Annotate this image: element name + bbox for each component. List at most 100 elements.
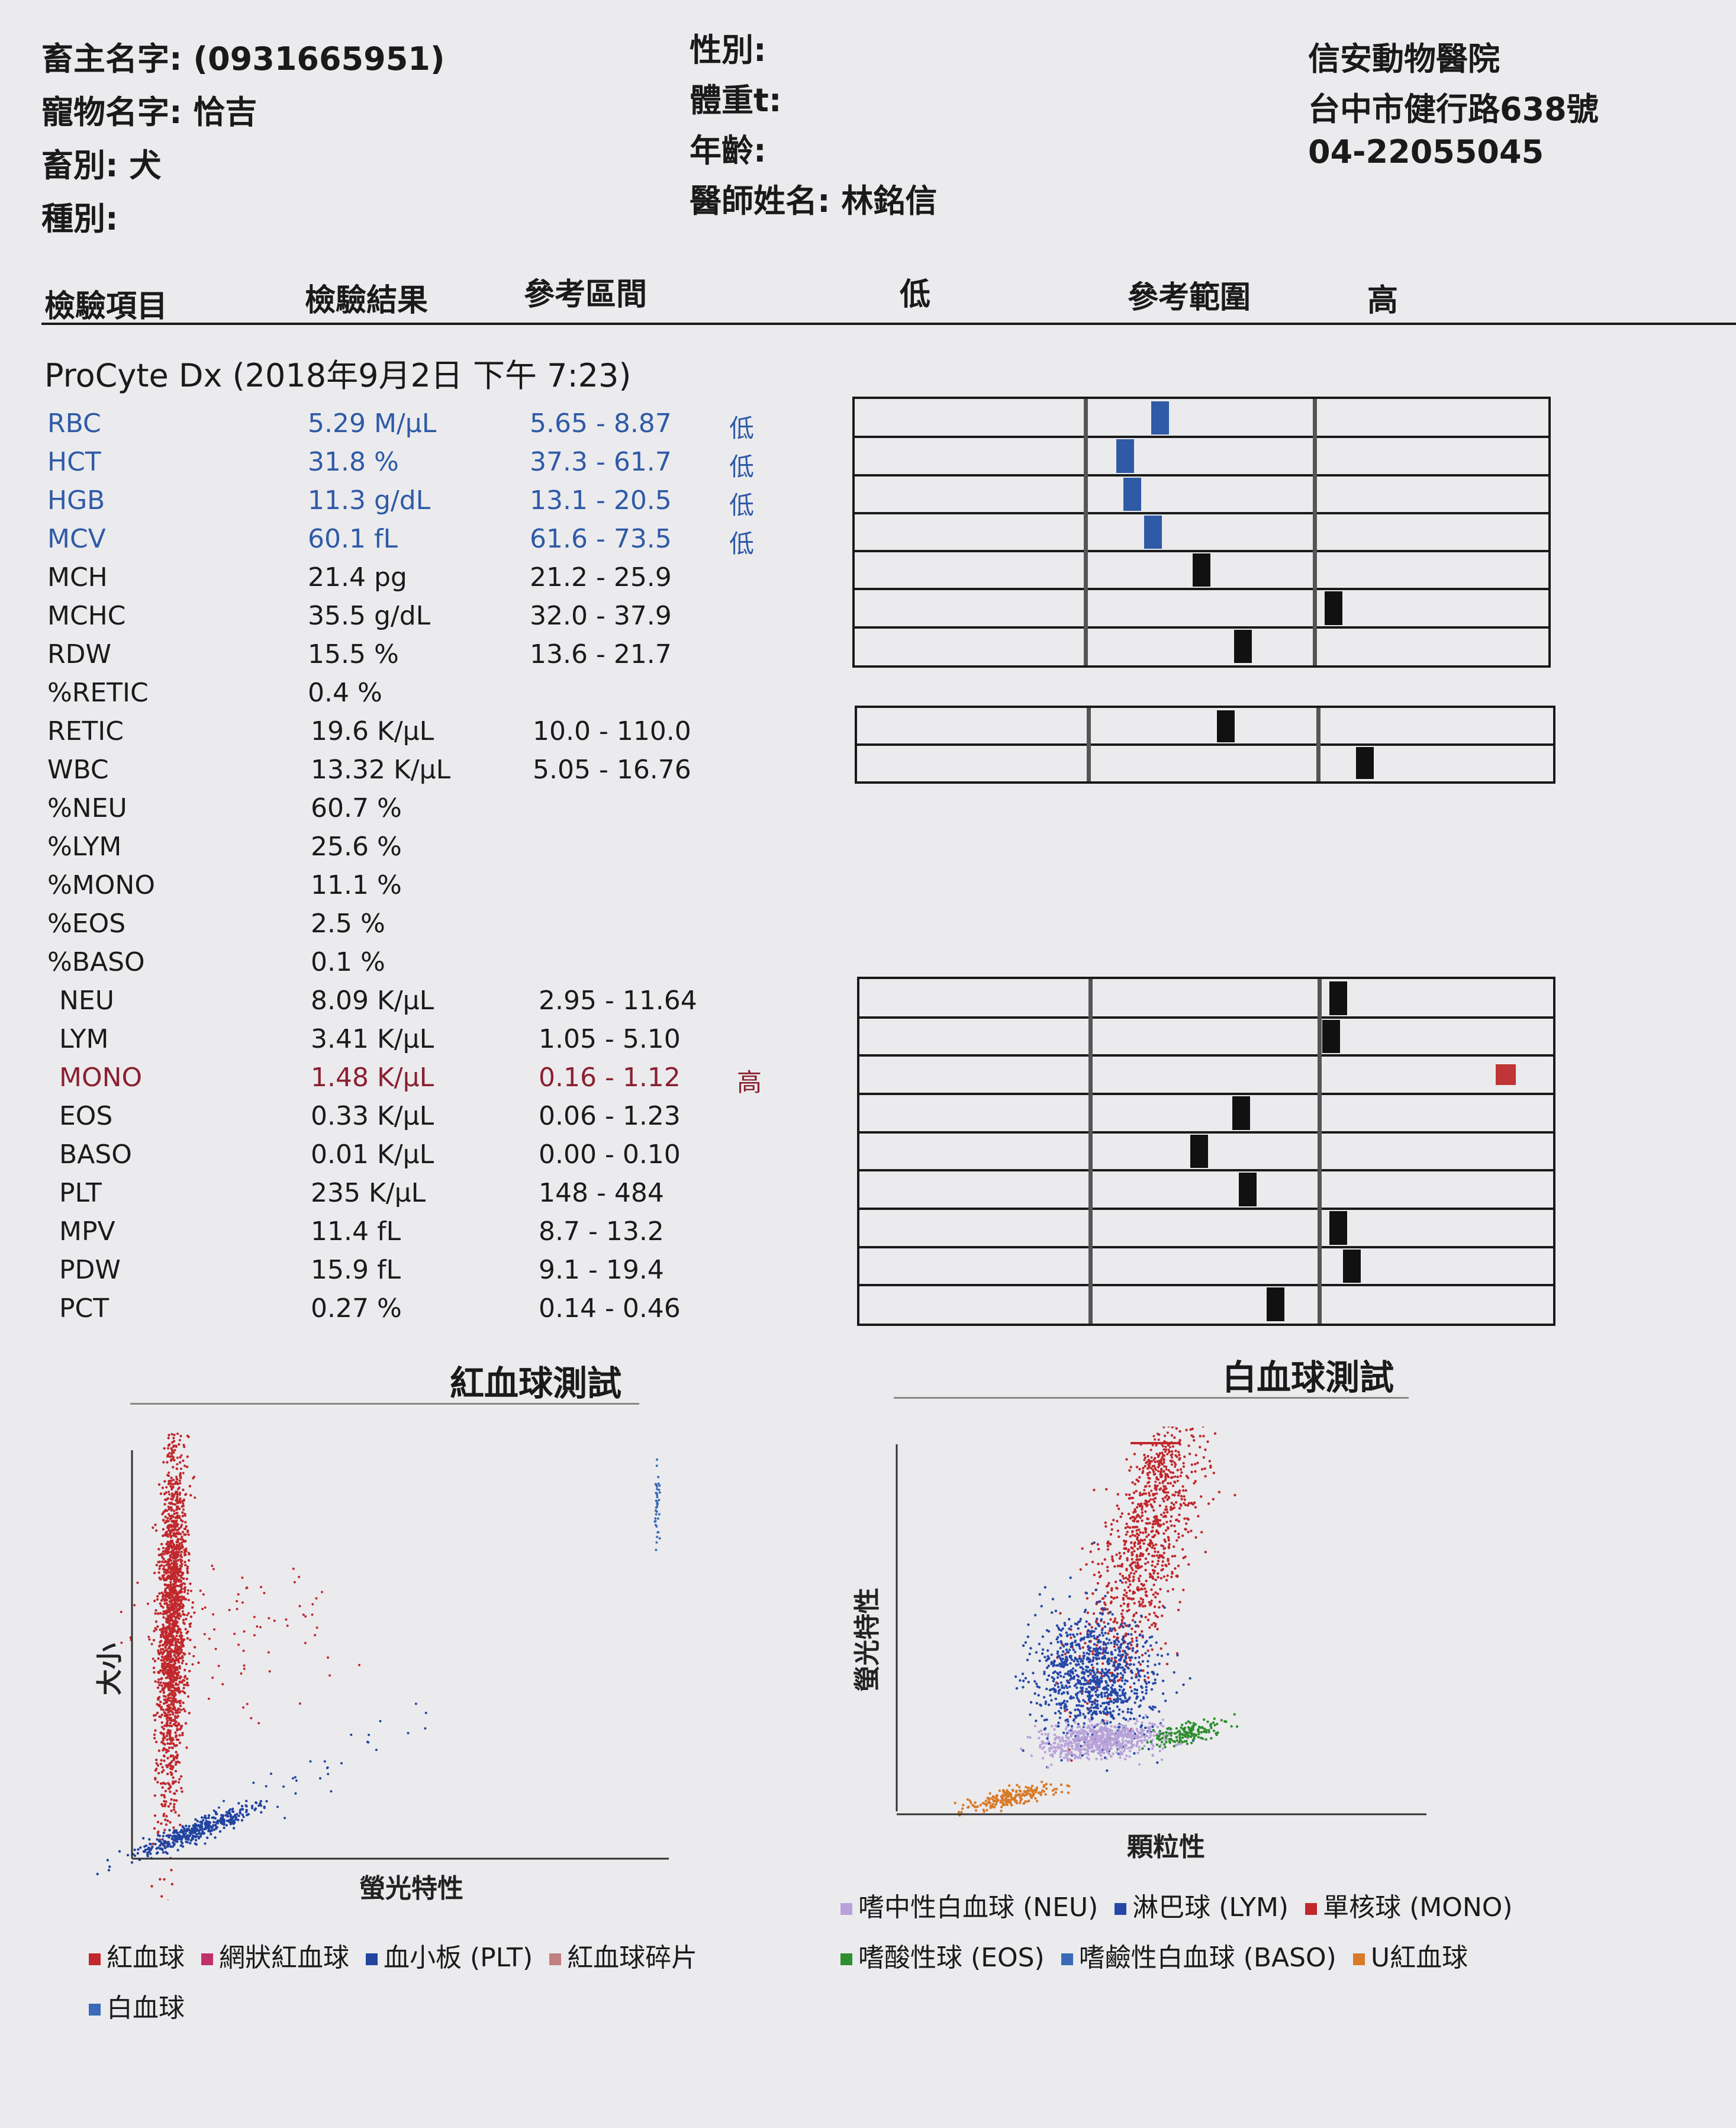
pet-name-label: 寵物名字: (41, 94, 182, 131)
owner-name-label: 畜主名字: (41, 40, 182, 78)
rbc-legend: 紅血球 網狀紅血球 血小板 (PLT) 紅血球碎片白血球 (89, 1933, 799, 2033)
vet-line: 醫師姓名: 林銘信 (690, 175, 937, 221)
legend-label: 嗜鹼性白血球 (BASO) (1078, 1943, 1336, 1973)
legend-label: 網狀紅血球 (219, 1943, 349, 1973)
range-marker-baso (1190, 1134, 1209, 1168)
wbc-ylabel: 螢光特性 (852, 1588, 883, 1692)
result-flag: 低 (729, 452, 755, 481)
breed-line: 種別: (41, 192, 118, 239)
range-marker-retic (1217, 710, 1235, 742)
range-marker-plt (1239, 1173, 1257, 1206)
result-name: BASO (59, 1139, 132, 1170)
sex-label: 性別: (690, 31, 766, 69)
result-range: 21.2 - 25.9 (530, 562, 672, 593)
range-row-divider (859, 1093, 1553, 1095)
col-result: 檢驗結果 (305, 283, 429, 318)
range-marker-neu (1329, 981, 1347, 1015)
range-marker-lym (1322, 1019, 1340, 1054)
range-box-rbc-indices (852, 397, 1551, 668)
plt-cluster-dots (96, 1799, 268, 1876)
legend-item: 血小板 (PLT) (366, 1933, 533, 1983)
legend-item: 網狀紅血球 (201, 1933, 349, 1983)
wbc-legend: 嗜中性白血球 (NEU) 淋巴球 (LYM) 單核球 (MONO) 嗜酸性球 (EOS… (840, 1882, 1551, 1983)
result-value: 60.7 % (311, 793, 402, 823)
result-range: 8.7 - 13.2 (539, 1216, 664, 1247)
result-value: 0.01 K/µL (311, 1139, 434, 1170)
age-label: 年齡: (690, 132, 766, 169)
result-name: WBC (47, 755, 109, 785)
result-range: 0.14 - 0.46 (539, 1293, 681, 1324)
result-value: 60.1 fL (308, 524, 398, 554)
range-bound-line (1083, 399, 1088, 665)
result-name: HGB (47, 485, 105, 516)
wbc-chart-title: 白血球測試 (1222, 1357, 1394, 1398)
col-ref: 參考範圍 (1128, 280, 1251, 316)
legend-label: 白血球 (107, 1993, 185, 2023)
range-row-divider (855, 474, 1548, 477)
range-row-divider (859, 1245, 1553, 1248)
vet-label: 醫師姓名: (690, 182, 830, 220)
legend-label: U紅血球 (1370, 1943, 1468, 1973)
result-name: %BASO (47, 947, 145, 977)
legend-label: 紅血球 (107, 1943, 185, 1973)
result-name: %LYM (47, 832, 122, 862)
legend-swatch (201, 1953, 213, 1965)
result-value: 5.29 M/µL (308, 408, 437, 439)
range-marker-pdw (1343, 1249, 1361, 1283)
result-value: 13.32 K/µL (311, 755, 451, 785)
range-marker-mcv (1144, 515, 1162, 549)
result-name: EOS (59, 1101, 113, 1131)
result-name: LYM (59, 1024, 109, 1054)
legend-swatch (366, 1953, 378, 1965)
rbc-chart-title: 紅血球測試 (450, 1363, 622, 1403)
result-range: 32.0 - 37.9 (530, 601, 672, 631)
result-range: 0.00 - 0.10 (539, 1139, 681, 1170)
species-label: 畜別: (41, 147, 118, 184)
pet-name-line: 寵物名字: 恰吉 (41, 86, 257, 133)
range-marker-mchc (1324, 591, 1342, 625)
result-range: 2.95 - 11.64 (539, 986, 697, 1016)
range-row-divider (859, 1284, 1553, 1287)
legend-swatch (840, 1953, 852, 1965)
range-row-divider (855, 511, 1548, 514)
result-range: 5.65 - 8.87 (530, 408, 672, 439)
result-range: 13.1 - 20.5 (530, 485, 672, 516)
result-flag: 低 (729, 414, 755, 443)
result-value: 0.33 K/µL (311, 1101, 434, 1131)
result-value: 3.41 K/µL (311, 1024, 434, 1054)
range-bound-line (1088, 979, 1093, 1324)
range-marker-hgb (1123, 477, 1141, 511)
clinic-name: 信安動物醫院 (1308, 40, 1500, 78)
range-marker-mpv (1329, 1211, 1347, 1245)
clinic-phone: 04-22055045 (1308, 133, 1544, 170)
range-marker-rbc (1151, 401, 1169, 435)
result-name: MCHC (47, 601, 126, 631)
result-name: MCV (47, 524, 106, 554)
result-value: 235 K/µL (311, 1178, 426, 1208)
species-line: 畜別: 犬 (41, 139, 161, 186)
legend-swatch (89, 1953, 101, 1965)
legend-swatch (840, 1903, 852, 1915)
result-flag: 高 (737, 1068, 762, 1097)
result-range: 0.06 - 1.23 (539, 1101, 681, 1131)
rbc-scatter-dots (120, 1540, 360, 1725)
neu-cluster-dots (1020, 1714, 1189, 1769)
result-name: %EOS (47, 909, 126, 939)
ubc-cluster-dots (954, 1781, 1071, 1817)
legend-item: 紅血球碎片 (549, 1933, 697, 1983)
range-marker-rdw (1234, 629, 1252, 663)
col-high: 高 (1367, 283, 1399, 318)
result-value: 0.1 % (311, 947, 385, 977)
test-header: ProCyte Dx (2018年9月2日 下午 7:23) (44, 357, 632, 394)
result-value: 15.5 % (308, 639, 399, 669)
result-value: 1.48 K/µL (311, 1063, 434, 1093)
range-bound-line (1312, 399, 1317, 665)
result-range: 1.05 - 5.10 (539, 1024, 681, 1054)
legend-item: 淋巴球 (LYM) (1115, 1882, 1289, 1933)
range-row-divider (855, 436, 1548, 439)
result-name: PLT (59, 1178, 102, 1208)
species-value: 犬 (129, 147, 162, 184)
legend-label: 嗜中性白血球 (NEU) (858, 1892, 1099, 1923)
legend-label: 淋巴球 (LYM) (1132, 1892, 1289, 1923)
legend-swatch (1115, 1903, 1127, 1915)
